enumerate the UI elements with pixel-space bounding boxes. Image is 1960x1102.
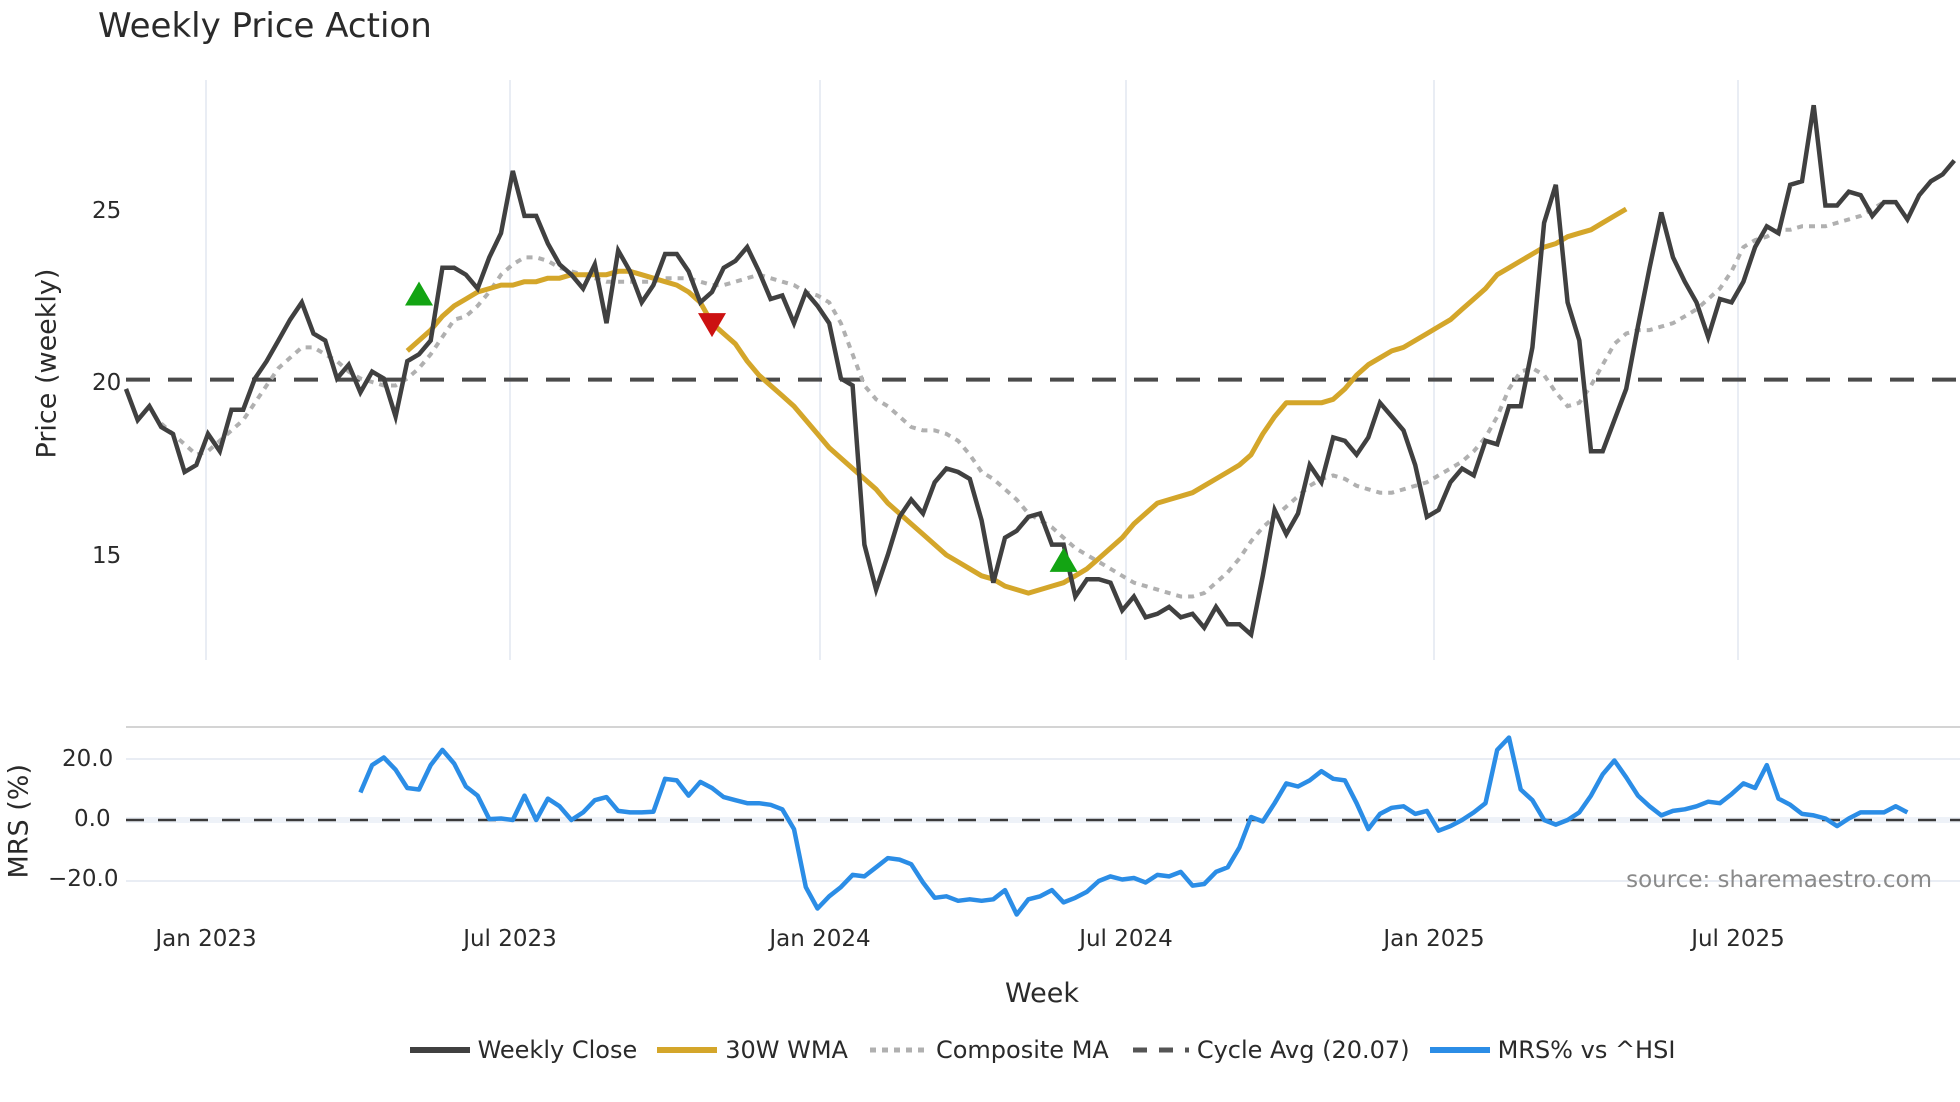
signal-markers [405, 281, 1078, 572]
legend-item-cycle-avg[interactable]: Cycle Avg (20.07) [1129, 1036, 1410, 1064]
price-y-axis-label: Price (weekly) [31, 268, 63, 459]
dashed-line-swatch-icon [1132, 1047, 1189, 1053]
dotted-line-swatch-icon [869, 1047, 928, 1053]
legend-label: MRS% vs ^HSI [1497, 1036, 1676, 1064]
solid-line-swatch-icon [1429, 1047, 1490, 1053]
legend: Weekly Close 30W WMA Composite MA Cycle … [0, 1036, 1960, 1064]
mrs-y-tick: 0.0 [74, 806, 111, 832]
gridlines [126, 80, 1960, 882]
x-tick: Jul 2024 [1079, 926, 1173, 952]
x-axis-label: Week [1005, 978, 1079, 1009]
solid-line-swatch-icon [409, 1047, 470, 1053]
series-lines [123, 104, 1960, 917]
buy-signal-triangle-up-icon [1049, 547, 1078, 572]
weekly-close-line [123, 104, 1957, 639]
mrs-y-tick: −20.0 [48, 866, 119, 892]
price-y-tick: 20 [92, 370, 122, 396]
solid-line-swatch-icon [657, 1047, 718, 1053]
legend-item-mrs[interactable]: MRS% vs ^HSI [1429, 1036, 1676, 1064]
x-tick: Jan 2023 [155, 926, 257, 952]
price-y-tick: 25 [92, 198, 122, 224]
legend-label: Weekly Close [477, 1036, 638, 1064]
legend-label: Composite MA [935, 1036, 1109, 1064]
legend-item-30w-wma[interactable]: 30W WMA [657, 1036, 848, 1064]
wma-line [405, 206, 1628, 596]
legend-label: Cycle Avg (20.07) [1196, 1036, 1410, 1064]
mrs-y-tick: 20.0 [62, 746, 114, 772]
x-tick: Jan 2025 [1383, 926, 1485, 952]
buy-signal-triangle-up-icon [405, 281, 433, 306]
x-tick: Jul 2023 [463, 926, 557, 952]
sell-signal-triangle-down-icon [698, 313, 726, 338]
mrs-line [358, 735, 1909, 917]
composite-ma-line [159, 200, 1886, 599]
source-annotation: source: sharemaestro.com [1626, 867, 1932, 893]
x-tick: Jan 2024 [769, 926, 871, 952]
legend-item-weekly-close[interactable]: Weekly Close [409, 1036, 638, 1064]
chart-title: Weekly Price Action [98, 6, 432, 46]
legend-item-composite-ma[interactable]: Composite MA [868, 1036, 1109, 1064]
price-y-tick: 15 [92, 543, 122, 569]
mrs-y-axis-label: MRS (%) [3, 764, 35, 879]
x-tick: Jul 2025 [1691, 926, 1785, 952]
legend-label: 30W WMA [725, 1036, 848, 1064]
